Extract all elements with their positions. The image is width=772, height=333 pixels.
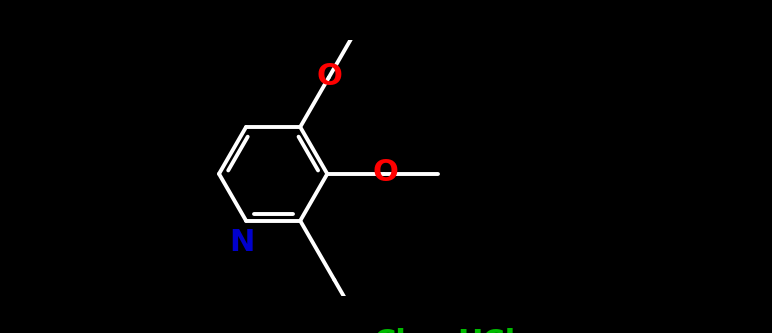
- Text: HCl: HCl: [457, 328, 515, 333]
- Text: Cl: Cl: [373, 328, 406, 333]
- Text: O: O: [372, 158, 398, 187]
- Text: N: N: [229, 227, 254, 257]
- Text: O: O: [317, 62, 343, 91]
